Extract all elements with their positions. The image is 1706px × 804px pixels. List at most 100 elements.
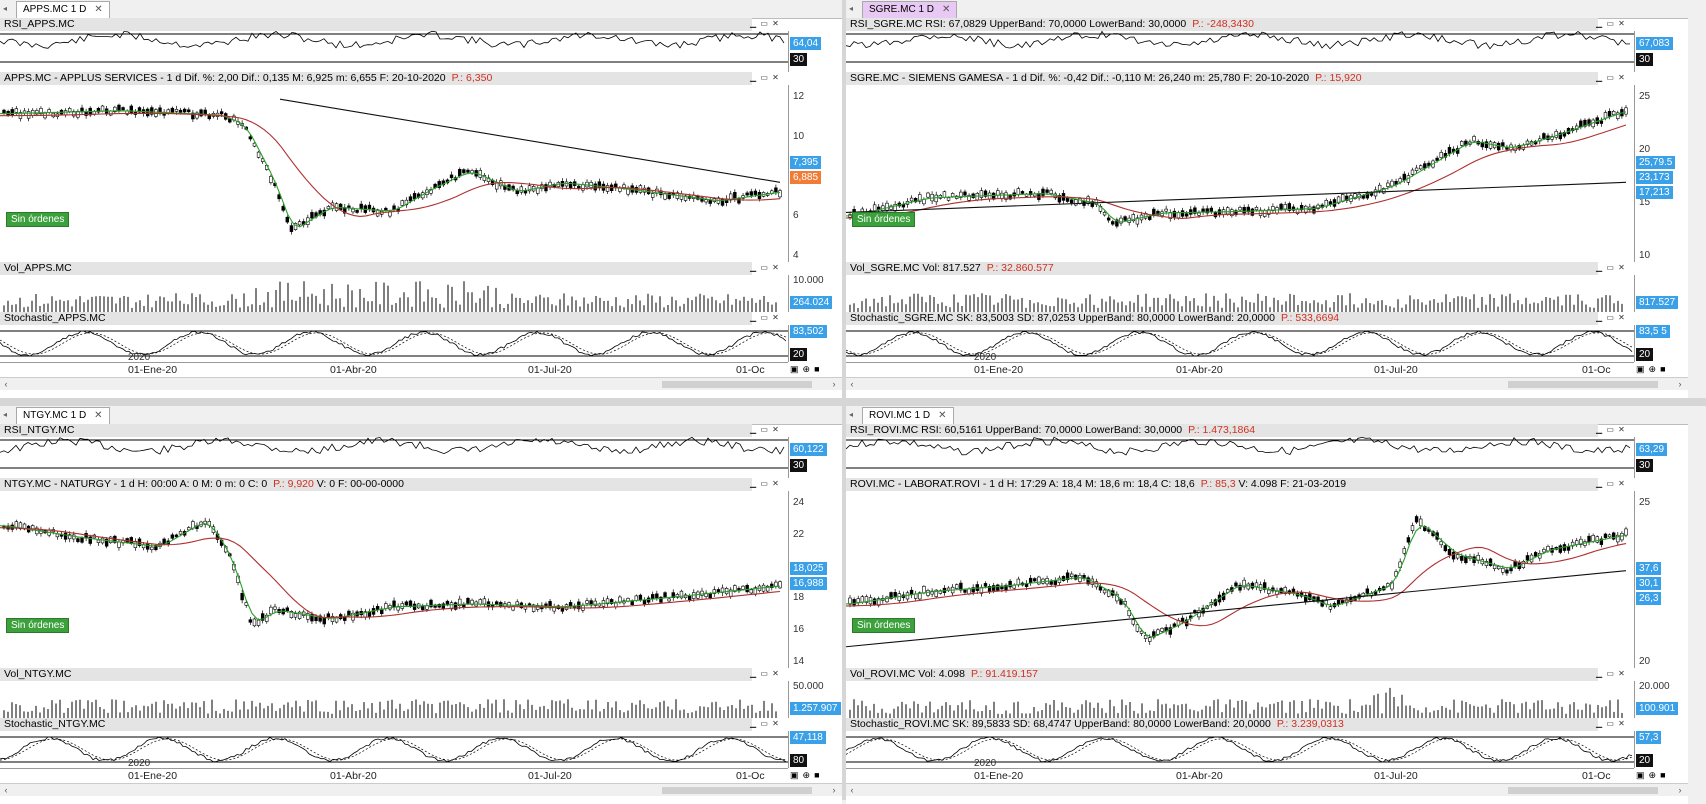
- candle: [1111, 221, 1115, 225]
- pin-icon[interactable]: ⊕: [802, 363, 811, 374]
- candle: [651, 594, 655, 600]
- no-orders-button[interactable]: Sin órdenes: [852, 618, 916, 633]
- candle: [1497, 566, 1501, 570]
- year-label: 2020: [128, 352, 151, 363]
- candle: [1106, 217, 1111, 221]
- volume-panel-controls[interactable]: ▁ ▭ ✕: [1596, 669, 1626, 678]
- volume-value-tag: 1.257.907: [790, 702, 841, 715]
- candle: [1102, 212, 1107, 216]
- candle: [1579, 120, 1583, 128]
- scroll-left-arrow[interactable]: ‹: [4, 379, 8, 389]
- candle: [137, 107, 142, 113]
- window-menu-icon[interactable]: ◂: [849, 410, 854, 419]
- stochastic-panel-controls[interactable]: ▁ ▭ ✕: [750, 719, 780, 728]
- rsi-panel-controls[interactable]: ▁ ▭ ✕: [750, 425, 780, 434]
- candle: [375, 606, 380, 610]
- candle: [1624, 107, 1628, 115]
- candle: [146, 108, 150, 117]
- candle: [979, 190, 984, 198]
- color-icon[interactable]: ■: [814, 770, 820, 780]
- candle: [1365, 588, 1370, 594]
- scroll-thumb[interactable]: [1508, 381, 1658, 388]
- horizontal-scrollbar[interactable]: ‹ ›: [0, 783, 842, 796]
- price-panel-controls[interactable]: ▁ ▭ ✕: [1596, 479, 1626, 488]
- save-icon[interactable]: ▣: [790, 769, 799, 780]
- no-orders-button[interactable]: Sin órdenes: [6, 618, 70, 633]
- date-label: 01-Abr-20: [330, 770, 377, 782]
- candle: [187, 527, 191, 531]
- candle: [581, 184, 585, 191]
- scroll-right-arrow[interactable]: ›: [1678, 785, 1682, 795]
- price-panel-controls[interactable]: ▁ ▭ ✕: [750, 479, 780, 488]
- volume-panel-controls[interactable]: ▁ ▭ ✕: [750, 263, 780, 272]
- scroll-left-arrow[interactable]: ‹: [850, 379, 854, 389]
- pin-icon[interactable]: ⊕: [1648, 769, 1657, 780]
- candle: [1143, 635, 1148, 639]
- close-icon[interactable]: ✕: [94, 410, 103, 421]
- candle: [1287, 203, 1292, 211]
- candle: [219, 111, 224, 115]
- close-icon[interactable]: ✕: [94, 4, 103, 15]
- candle: [642, 599, 647, 605]
- chart-tab[interactable]: SGRE.MC 1 D ✕: [862, 1, 958, 18]
- window-menu-icon[interactable]: ◂: [849, 4, 854, 13]
- candle: [55, 533, 60, 538]
- no-orders-button[interactable]: Sin órdenes: [852, 212, 916, 227]
- scroll-left-arrow[interactable]: ‹: [850, 785, 854, 795]
- stochastic-panel-controls[interactable]: ▁ ▭ ✕: [750, 313, 780, 322]
- rsi-panel-controls[interactable]: ▁ ▭ ✕: [1596, 19, 1626, 28]
- price-tick-label: 6: [793, 210, 799, 222]
- candle: [708, 593, 712, 599]
- horizontal-scrollbar[interactable]: ‹ ›: [846, 783, 1688, 796]
- horizontal-scrollbar[interactable]: ‹ ›: [0, 377, 842, 390]
- price-panel-controls[interactable]: ▁ ▭ ✕: [1596, 73, 1626, 82]
- pin-icon[interactable]: ⊕: [802, 769, 811, 780]
- scroll-thumb[interactable]: [662, 381, 812, 388]
- scroll-right-arrow[interactable]: ›: [832, 785, 836, 795]
- scroll-right-arrow[interactable]: ›: [1678, 379, 1682, 389]
- candle: [1398, 178, 1402, 183]
- stochastic-panel-controls[interactable]: ▁ ▭ ✕: [1596, 719, 1626, 728]
- candle: [942, 191, 947, 198]
- save-icon[interactable]: ▣: [790, 363, 799, 374]
- candle: [1020, 191, 1025, 194]
- price-title-value: P.: 6,350: [451, 72, 493, 84]
- scroll-thumb[interactable]: [662, 787, 812, 794]
- save-icon[interactable]: ▣: [1636, 769, 1645, 780]
- price-axis: 25 20 15 10 25,79.5 23,173 17,213: [1634, 85, 1687, 262]
- no-orders-button[interactable]: Sin órdenes: [6, 212, 70, 227]
- volume-panel-controls[interactable]: ▁ ▭ ✕: [1596, 263, 1626, 272]
- color-icon[interactable]: ■: [814, 364, 820, 374]
- rsi-title-value: P.: -248,3430: [1192, 18, 1254, 30]
- chart-tab[interactable]: APPS.MC 1 D ✕: [16, 1, 110, 18]
- close-icon[interactable]: ✕: [942, 4, 951, 15]
- color-icon[interactable]: ■: [1660, 364, 1666, 374]
- candle: [314, 616, 318, 621]
- stochastic-panel-controls[interactable]: ▁ ▭ ✕: [1596, 313, 1626, 322]
- candle: [683, 195, 688, 201]
- chart-tab[interactable]: ROVI.MC 1 D ✕: [862, 407, 954, 424]
- volume-panel-controls[interactable]: ▁ ▭ ✕: [750, 669, 780, 678]
- price-tag: 25,79.5: [1636, 155, 1676, 169]
- rsi-panel-controls[interactable]: ▁ ▭ ✕: [1596, 425, 1626, 434]
- date-label: 01-Jul-20: [528, 770, 572, 782]
- candle: [18, 522, 23, 530]
- pin-icon[interactable]: ⊕: [1648, 363, 1657, 374]
- horizontal-splitter[interactable]: [0, 398, 1706, 406]
- scroll-right-arrow[interactable]: ›: [832, 379, 836, 389]
- horizontal-scrollbar[interactable]: ‹ ›: [846, 377, 1688, 390]
- scroll-thumb[interactable]: [1508, 787, 1658, 794]
- candle: [1230, 209, 1234, 216]
- color-icon[interactable]: ■: [1660, 770, 1666, 780]
- chart-tab[interactable]: NTGY.MC 1 D ✕: [16, 407, 110, 424]
- rsi-line: [0, 436, 785, 455]
- window-menu-icon[interactable]: ◂: [3, 4, 8, 13]
- rsi-panel-controls[interactable]: ▁ ▭ ✕: [750, 19, 780, 28]
- scroll-left-arrow[interactable]: ‹: [4, 785, 8, 795]
- candle: [1533, 552, 1538, 557]
- candle: [671, 592, 675, 598]
- close-icon[interactable]: ✕: [938, 410, 947, 421]
- save-icon[interactable]: ▣: [1636, 363, 1645, 374]
- window-menu-icon[interactable]: ◂: [3, 410, 8, 419]
- price-panel-controls[interactable]: ▁ ▭ ✕: [750, 73, 780, 82]
